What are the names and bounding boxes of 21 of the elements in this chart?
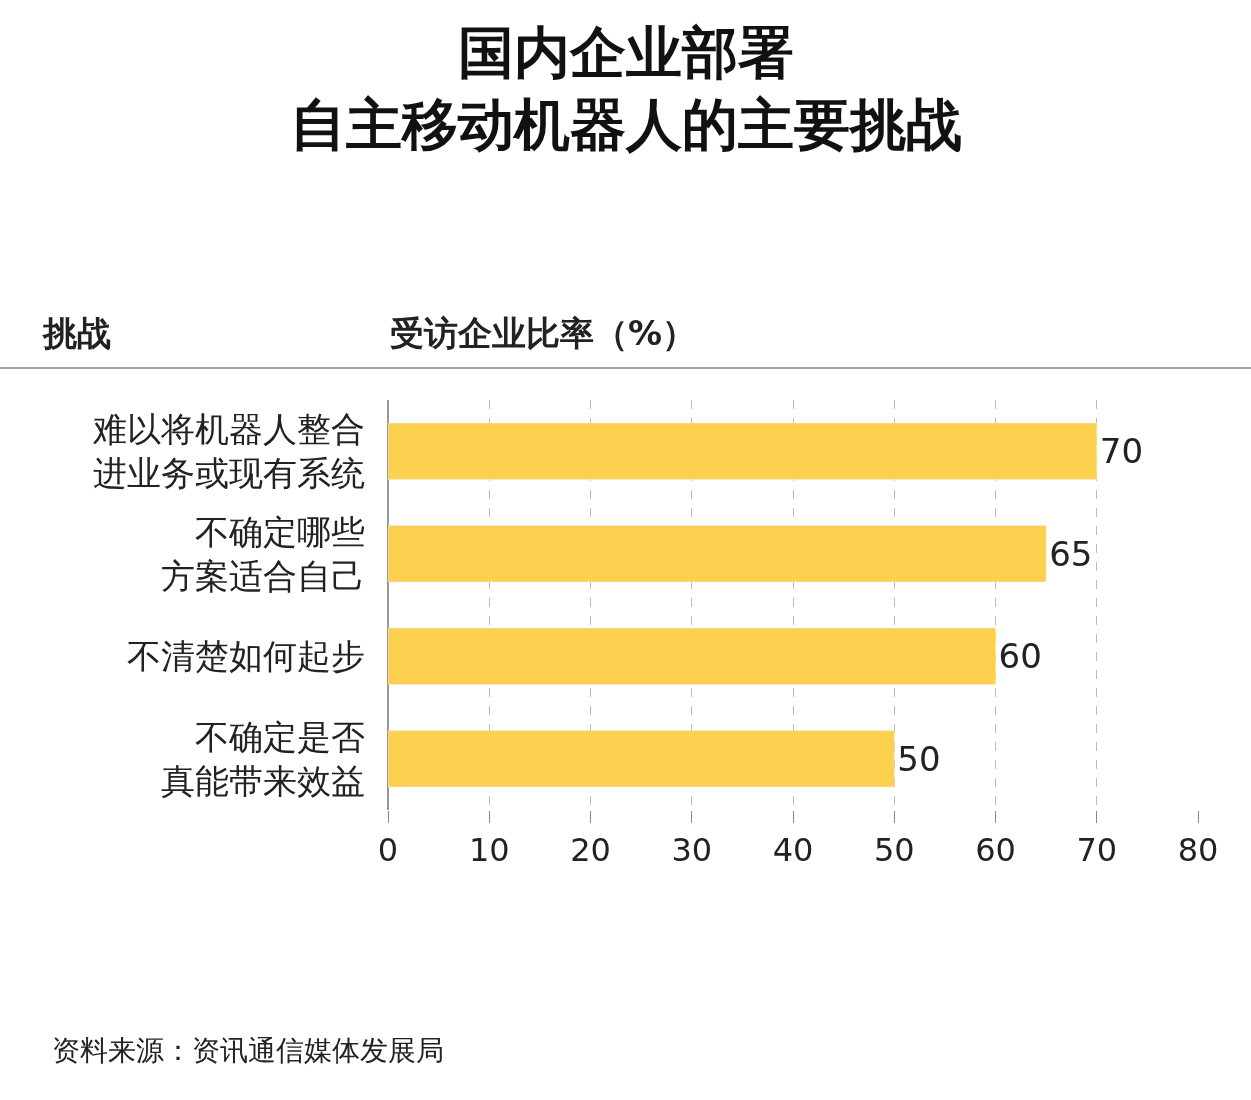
x-tick-label: 10	[468, 831, 510, 870]
y-tick-label: 不清楚如何起步	[127, 636, 365, 677]
y-tick-label: 不确定是否真能带来效益	[161, 716, 365, 801]
text: 资料来源：资讯通信媒体发展局	[52, 1034, 444, 1067]
x-tick-label: 70	[1076, 831, 1118, 870]
x-tick-label: 20	[570, 831, 611, 870]
y-axis-title: 挑战	[42, 313, 111, 353]
data-label: 50	[897, 738, 941, 779]
x-tick-label: 50	[873, 831, 915, 870]
x-tick-label: 80	[1177, 831, 1219, 870]
y-tick-label: 难以将机器人整合进业务或现有系统	[92, 409, 365, 494]
data-label: 70	[1099, 431, 1144, 472]
data-label: 65	[1049, 533, 1093, 574]
x-axis-title: 受访企业比率（%）	[390, 313, 697, 353]
x-tick-label: 0	[377, 831, 399, 870]
x-tick-label: 60	[975, 831, 1016, 870]
data-label: 60	[998, 636, 1042, 677]
chart-title: 国内企业部署自主移动机器人的主要挑战	[289, 19, 962, 158]
y-tick-label: 不确定哪些方案适合自己	[161, 511, 365, 596]
x-tick-label: 40	[772, 831, 814, 870]
x-tick-label: 30	[671, 831, 713, 870]
